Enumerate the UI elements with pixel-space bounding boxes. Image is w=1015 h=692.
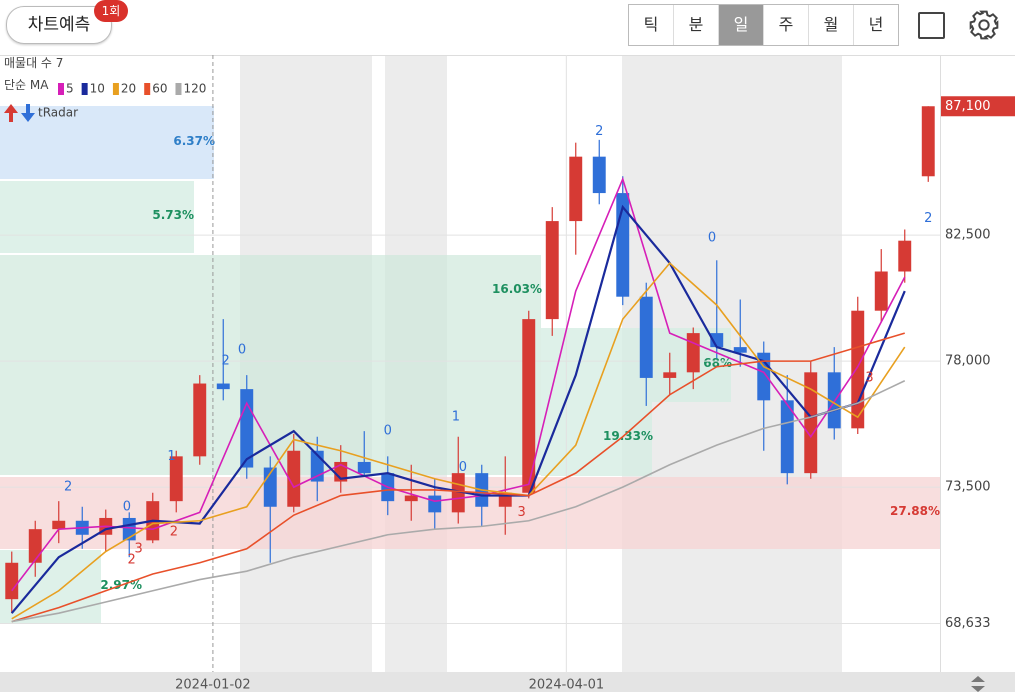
tab[interactable]: 분	[674, 5, 719, 45]
legend-swatch	[112, 83, 119, 95]
ma-line	[11, 176, 906, 592]
signal-label: 3	[135, 541, 143, 556]
candle-body	[686, 333, 700, 373]
candle-body	[545, 221, 559, 320]
candle-body	[710, 333, 724, 348]
candle-body	[52, 520, 66, 530]
x-tick-label: 2024-01-02	[175, 678, 251, 692]
signal-label: 1	[167, 449, 175, 464]
signal-label: 3	[865, 370, 873, 385]
candle-body	[639, 296, 653, 378]
candle-body	[804, 372, 818, 474]
price-axis: 68,633 73,500 78,000 82,500 2024-01-02 2024-0…	[175, 96, 1015, 692]
legend-swatch	[175, 83, 182, 95]
candle-body	[287, 450, 301, 507]
candle-body	[357, 461, 371, 474]
legend: 매물대 수 7 단순 MA 5 10 20 60 120 tRadar	[4, 56, 206, 122]
zones: 6.37% 5.73% 16.03% 68% 19.33% 27.88% 2.9…	[0, 106, 940, 624]
y-tick-label: 68,633	[945, 616, 991, 631]
signal-label: 0	[708, 230, 716, 245]
candle-body	[216, 383, 230, 390]
legend-swatch	[81, 83, 88, 95]
candle-body	[193, 383, 207, 457]
candle-body	[592, 156, 606, 194]
candle-body	[780, 400, 794, 474]
y-tick-label: 73,500	[945, 480, 991, 495]
ma-legend: 5 10 20 60 120	[58, 82, 206, 96]
tab[interactable]: 월	[809, 5, 854, 45]
candle-body	[428, 495, 442, 513]
legend-label: 5	[66, 82, 74, 96]
fullscreen-button[interactable]	[918, 12, 945, 39]
settings-button[interactable]	[968, 9, 1000, 41]
y-tick-label: 78,000	[945, 354, 991, 369]
tab[interactable]: 틱	[629, 5, 674, 45]
candle-body	[851, 310, 865, 429]
candle-body	[569, 156, 583, 222]
signal-label: 3	[518, 505, 526, 520]
legend-text: 단순 MA	[4, 78, 49, 92]
x-tick-label: 2024-04-01	[529, 678, 605, 692]
signal-label: 2	[924, 211, 932, 226]
tab[interactable]: 년	[868, 15, 884, 34]
ma-line	[11, 261, 906, 620]
zone-label: 5.73%	[152, 208, 194, 222]
tab[interactable]: 주	[764, 5, 809, 45]
signal-label: 0	[459, 460, 467, 475]
chart: 6.37% 5.73% 16.03% 68% 19.33% 27.88% 2.9…	[0, 55, 1015, 692]
legend-text: 매물대 수 7	[4, 56, 63, 70]
current-price-label: 87,100	[945, 99, 991, 114]
signal-label: 2	[595, 124, 603, 139]
badge: 1회	[94, 0, 128, 22]
period-tabs: 틱 분 일 주 월 년	[628, 4, 899, 46]
forecast-button[interactable]: 차트예측	[6, 6, 112, 44]
candle-body	[921, 106, 935, 177]
candle-body	[874, 271, 888, 311]
ma-line	[11, 380, 906, 623]
signal-label: 1	[452, 410, 460, 425]
signal-label: 1	[851, 387, 859, 402]
signal-label: 2	[64, 480, 72, 495]
zone-label: 6.37%	[173, 134, 215, 148]
candle-body	[169, 456, 183, 502]
signal-label: 0	[238, 342, 246, 357]
legend-swatch	[58, 83, 64, 95]
zone-label: 27.88%	[890, 504, 940, 518]
signal-label: 2	[127, 552, 135, 567]
candle-body	[28, 529, 42, 563]
toolbar: 차트예측 1회 틱 분 일 주 월 년	[0, 0, 1015, 56]
zone-label: 19.33%	[603, 429, 653, 443]
candle-body	[733, 347, 747, 353]
candle-body	[522, 319, 536, 493]
ma-line	[11, 332, 905, 623]
current-price-box	[941, 96, 1015, 117]
legend-label: 120	[183, 82, 206, 96]
tab[interactable]: 일	[719, 5, 764, 45]
legend-label: 20	[121, 82, 136, 96]
candle-body	[663, 372, 677, 378]
signal-label: 0	[384, 424, 392, 439]
legend-text: tRadar	[38, 106, 78, 120]
legend-label: 10	[90, 82, 105, 96]
candle-body	[898, 240, 912, 272]
legend-label: 60	[152, 82, 167, 96]
candle-body	[5, 562, 19, 600]
signal-label: 0	[123, 499, 131, 514]
scroll-handle[interactable]	[971, 676, 985, 692]
candle-body	[404, 495, 418, 502]
signal-label: 2	[170, 524, 178, 539]
signal-label: 2	[221, 354, 229, 369]
y-tick-label: 82,500	[945, 228, 991, 243]
legend-swatch	[144, 83, 151, 95]
zone-label: 16.03%	[492, 282, 542, 296]
